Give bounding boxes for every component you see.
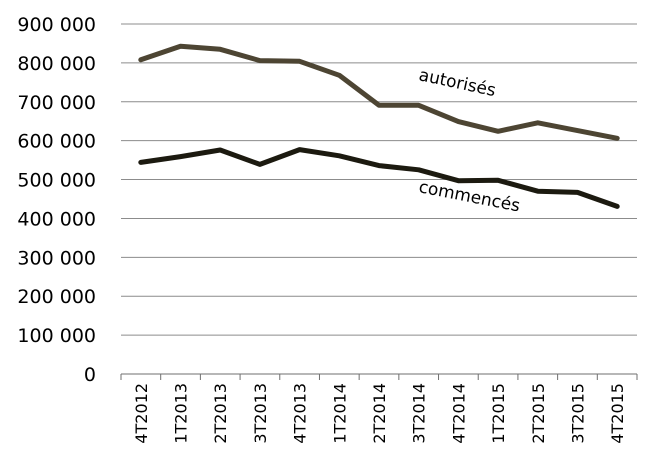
x-tick-label: 3T2015	[568, 383, 587, 444]
x-axis: 4T2012 1T2013 2T2013 3T2013 4T2013 1T2014 2T20…	[120, 373, 638, 444]
x-tick-label: 1T2014	[330, 383, 349, 444]
y-tick-label: 300 000	[17, 247, 96, 269]
x-tick-label: 1T2013	[172, 383, 191, 444]
y-tick-labels: 0 100 000 200 000 300 000 400 000 500 000 600 …	[17, 14, 96, 386]
series-line-autorises	[138, 43, 620, 141]
x-tick-label: 4T2015	[608, 383, 627, 444]
x-tick-label: 3T2013	[251, 383, 270, 444]
y-tick-label: 900 000	[17, 14, 96, 36]
x-tick-label: 2T2014	[370, 383, 389, 444]
x-tick-label: 4T2012	[132, 383, 151, 444]
y-tick-label: 400 000	[17, 208, 96, 230]
x-tick-label: 2T2015	[529, 383, 548, 444]
x-tick-label: 1T2015	[489, 383, 508, 444]
y-tick-label: 100 000	[17, 325, 96, 347]
y-tick-label: 800 000	[17, 53, 96, 75]
x-tick-label: 4T2014	[449, 383, 468, 444]
y-tick-label: 700 000	[17, 92, 96, 114]
y-tick-label: 0	[84, 364, 96, 386]
x-tick-label: 4T2013	[291, 383, 310, 444]
series-label-autorises: autorisés	[417, 65, 498, 101]
y-tick-label: 500 000	[17, 170, 96, 192]
series-line-commences	[138, 147, 620, 209]
series-lines	[138, 43, 620, 209]
y-tick-label: 600 000	[17, 131, 96, 153]
x-tick-label: 2T2013	[211, 383, 230, 444]
gridlines	[121, 23, 637, 336]
y-tick-label: 200 000	[17, 286, 96, 308]
x-tick-label: 3T2014	[410, 383, 429, 444]
